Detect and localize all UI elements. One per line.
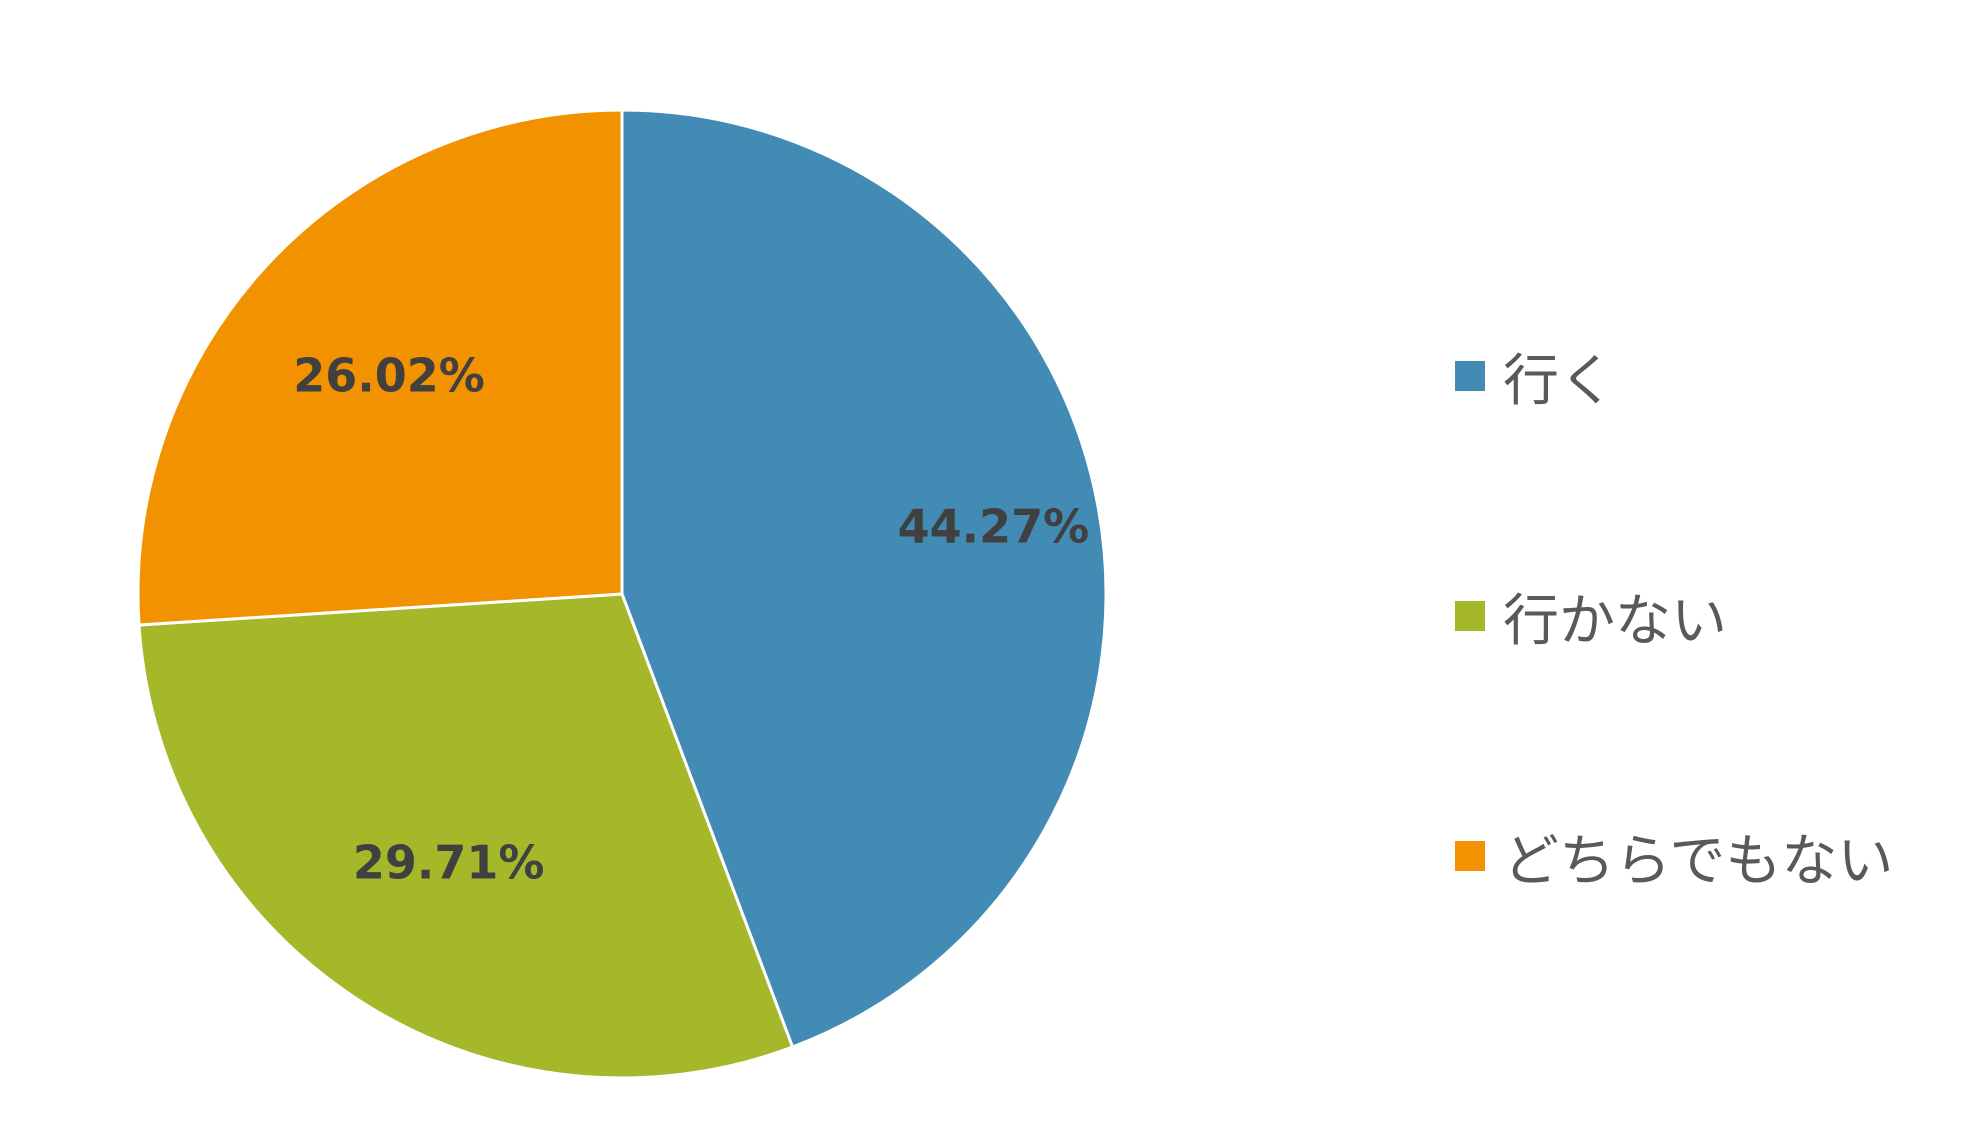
- legend-item-iku[interactable]: 行く: [1455, 345, 1893, 414]
- legend-swatch-ikanai: [1455, 601, 1485, 631]
- pie-slices: [136, 108, 1108, 1080]
- pie-slice-ikanai[interactable]: [137, 592, 795, 1080]
- pie-slice-iku[interactable]: [620, 108, 1108, 1049]
- legend-swatch-iku: [1455, 361, 1485, 391]
- pie-slice-dochiratemonai[interactable]: [136, 108, 624, 627]
- legend-label-iku: 行く: [1503, 348, 1615, 414]
- pie-data-labels: 44.27% 29.71% 26.02%: [293, 348, 1089, 889]
- data-label-dochiratemonai: 26.02%: [293, 348, 485, 402]
- legend: 行く 行かない どちらでもない: [1455, 345, 1893, 1065]
- legend-item-ikanai[interactable]: 行かない: [1455, 585, 1893, 654]
- legend-item-dochiratemonai[interactable]: どちらでもない: [1455, 825, 1893, 894]
- legend-swatch-dochiratemonai: [1455, 841, 1485, 871]
- legend-label-dochiratemonai: どちらでもない: [1503, 828, 1894, 894]
- data-label-ikanai: 29.71%: [353, 835, 545, 889]
- data-label-iku: 44.27%: [898, 499, 1090, 553]
- legend-label-ikanai: 行かない: [1503, 588, 1727, 654]
